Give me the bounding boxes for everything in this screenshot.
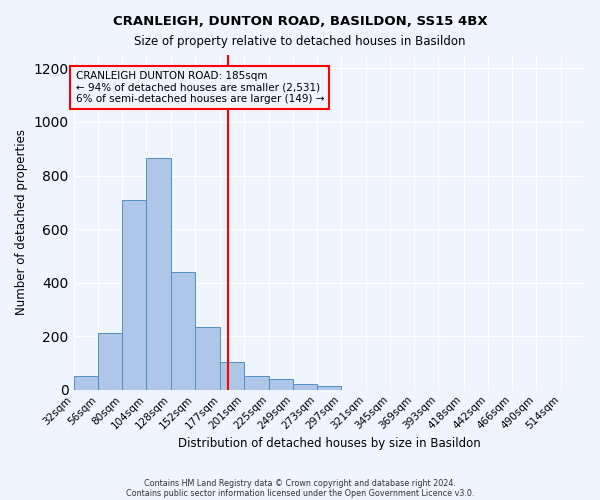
Bar <box>74 376 98 390</box>
X-axis label: Distribution of detached houses by size in Basildon: Distribution of detached houses by size … <box>178 437 481 450</box>
Bar <box>195 327 220 390</box>
Text: CRANLEIGH, DUNTON ROAD, BASILDON, SS15 4BX: CRANLEIGH, DUNTON ROAD, BASILDON, SS15 4… <box>113 15 487 28</box>
Bar <box>98 334 122 390</box>
Bar <box>220 362 244 390</box>
Text: Size of property relative to detached houses in Basildon: Size of property relative to detached ho… <box>134 35 466 48</box>
Bar <box>244 376 269 390</box>
Bar <box>317 386 341 390</box>
Bar <box>170 272 195 390</box>
Bar <box>146 158 170 390</box>
Y-axis label: Number of detached properties: Number of detached properties <box>15 130 28 316</box>
Text: CRANLEIGH DUNTON ROAD: 185sqm
← 94% of detached houses are smaller (2,531)
6% of: CRANLEIGH DUNTON ROAD: 185sqm ← 94% of d… <box>76 71 324 104</box>
Bar <box>293 384 317 390</box>
Bar <box>122 200 146 390</box>
Text: Contains HM Land Registry data © Crown copyright and database right 2024.: Contains HM Land Registry data © Crown c… <box>144 478 456 488</box>
Bar <box>269 379 293 390</box>
Text: Contains public sector information licensed under the Open Government Licence v3: Contains public sector information licen… <box>126 488 474 498</box>
